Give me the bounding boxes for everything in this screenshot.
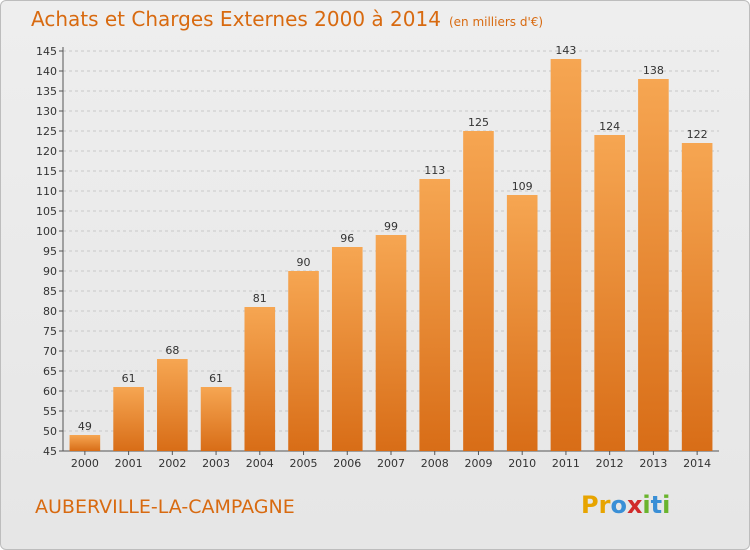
axes: 45 50 55 60 65 70 75 80 85 90 95 100 105 110 115 120 125… xyxy=(36,45,719,458)
commune-name: AUBERVILLE-LA-CAMPAGNE xyxy=(35,496,295,518)
x-tick-label: 2012 xyxy=(596,457,624,470)
y-tick-label: 65 xyxy=(43,365,57,378)
bar-value-label: 113 xyxy=(424,164,445,177)
y-tick-label: 55 xyxy=(43,405,57,418)
x-tick-label: 2007 xyxy=(377,457,405,470)
y-tick-label: 125 xyxy=(36,125,57,138)
bar xyxy=(506,195,538,451)
x-tick-label: 2000 xyxy=(71,457,99,470)
proxiti-logo: Proxiti xyxy=(581,491,670,519)
bar xyxy=(157,359,188,451)
y-tick-label: 120 xyxy=(36,145,57,158)
y-tick-label: 135 xyxy=(36,85,57,98)
chart-title: Achats et Charges Externes 2000 à 2014 (e… xyxy=(31,7,543,31)
y-tick-label: 75 xyxy=(43,325,57,338)
logo-letter: r xyxy=(598,491,611,519)
x-tick-label: 2005 xyxy=(290,457,318,470)
bar xyxy=(463,131,494,451)
x-tick-label: 2003 xyxy=(202,457,230,470)
labels: 49 2000 61 2001 68 2002 61 2003 81 2004 90 2005 96 20… xyxy=(71,44,711,470)
bar xyxy=(200,387,232,451)
y-tick-label: 90 xyxy=(43,265,57,278)
bar xyxy=(244,307,276,451)
bar-value-label: 138 xyxy=(643,64,664,77)
bar-value-label: 90 xyxy=(297,256,311,269)
bar-value-label: 124 xyxy=(599,120,620,133)
chart-subtitle: (en milliers d'€) xyxy=(448,15,544,29)
logo-letter: i xyxy=(642,491,651,519)
y-tick-label: 80 xyxy=(43,305,57,318)
bar xyxy=(69,435,101,451)
bar-value-label: 125 xyxy=(468,116,489,129)
x-tick-label: 2014 xyxy=(683,457,711,470)
bar xyxy=(681,143,713,451)
y-tick-label: 105 xyxy=(36,205,57,218)
bar xyxy=(419,179,451,451)
logo-letter: o xyxy=(610,491,627,519)
x-tick-label: 2013 xyxy=(639,457,667,470)
y-tick-label: 85 xyxy=(43,285,57,298)
bar-value-label: 109 xyxy=(512,180,533,193)
y-tick-label: 130 xyxy=(36,105,57,118)
logo-letter: t xyxy=(650,491,663,519)
y-tick-label: 95 xyxy=(43,245,57,258)
y-tick-label: 60 xyxy=(43,385,57,398)
x-tick-label: 2004 xyxy=(246,457,274,470)
bar-value-label: 99 xyxy=(384,220,398,233)
bar xyxy=(331,247,363,451)
logo-letter: P xyxy=(581,491,599,519)
bar-value-label: 61 xyxy=(122,372,136,385)
bar xyxy=(594,135,625,451)
x-tick-label: 2008 xyxy=(421,457,449,470)
bar-value-label: 122 xyxy=(687,128,708,141)
bar-value-label: 68 xyxy=(165,344,179,357)
x-tick-label: 2002 xyxy=(158,457,186,470)
x-tick-label: 2010 xyxy=(508,457,536,470)
y-tick-label: 45 xyxy=(43,445,57,458)
bar xyxy=(550,59,582,451)
bar-value-label: 143 xyxy=(555,44,576,57)
bar-value-label: 49 xyxy=(78,420,92,433)
y-tick-label: 145 xyxy=(36,45,57,58)
bar xyxy=(288,271,319,451)
bar-value-label: 61 xyxy=(209,372,223,385)
x-tick-label: 2006 xyxy=(333,457,361,470)
y-tick-label: 70 xyxy=(43,345,57,358)
x-tick-label: 2011 xyxy=(552,457,580,470)
logo-letter: i xyxy=(662,491,671,519)
y-tick-label: 115 xyxy=(36,165,57,178)
y-tick-label: 100 xyxy=(36,225,57,238)
bar-value-label: 96 xyxy=(340,232,354,245)
bar-value-label: 81 xyxy=(253,292,267,305)
bar xyxy=(113,387,144,451)
y-tick-label: 50 xyxy=(43,425,57,438)
chart-title-text: Achats et Charges Externes 2000 à 2014 xyxy=(31,7,441,31)
bar xyxy=(375,235,407,451)
y-tick-label: 110 xyxy=(36,185,57,198)
y-tick-label: 140 xyxy=(36,65,57,78)
bar xyxy=(638,79,669,451)
bars xyxy=(69,59,713,451)
logo-letter: x xyxy=(626,491,643,519)
x-tick-label: 2009 xyxy=(464,457,492,470)
x-tick-label: 2001 xyxy=(115,457,143,470)
